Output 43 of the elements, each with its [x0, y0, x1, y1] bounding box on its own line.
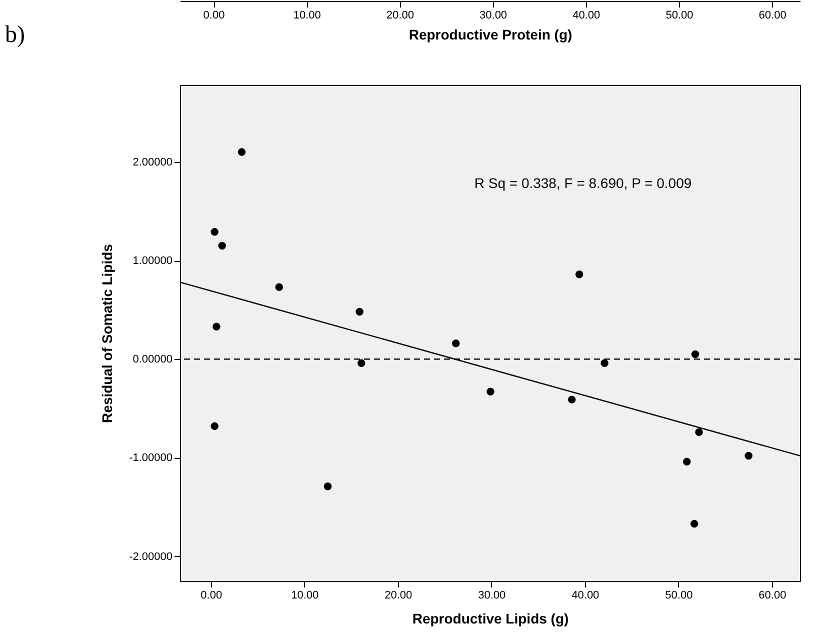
point	[691, 350, 700, 358]
annotation: R Sq = 0.338, F = 8.690, P = 0.009	[474, 175, 692, 192]
point	[744, 452, 752, 460]
point	[575, 270, 584, 278]
x-tick-label: 10.00	[291, 590, 319, 602]
x-tick-label: 60.00	[758, 590, 786, 602]
x-tick-label: 30.00	[478, 590, 506, 602]
x2-tick-label: 30.00	[480, 10, 508, 22]
point	[212, 322, 220, 330]
text: b)	[5, 22, 25, 48]
x2-tick-label: 60.00	[758, 10, 786, 22]
x2-tick-label: 10.00	[293, 10, 321, 22]
x-tick-label: 40.00	[572, 590, 600, 602]
point	[568, 396, 576, 404]
x2-tick-label: 20.00	[386, 10, 414, 22]
point	[486, 388, 494, 396]
point	[358, 359, 366, 367]
point	[275, 283, 283, 292]
x2-tick-label: 50.00	[666, 10, 694, 22]
point	[600, 359, 608, 367]
point	[210, 228, 218, 236]
point	[690, 520, 698, 528]
point	[324, 482, 332, 490]
point	[356, 308, 364, 316]
y-axis-title: Residual of Somatic Lipids	[99, 244, 116, 423]
y-tick-label: -1.00000	[129, 452, 172, 464]
point	[210, 422, 218, 430]
point	[238, 148, 246, 156]
x-tick-label: 50.00	[665, 590, 693, 602]
y-tick-label: 0.00000	[132, 354, 172, 366]
y-tick-label: 2.00000	[132, 156, 172, 168]
y-tick-label: -2.00000	[129, 550, 172, 563]
x2-axis-title: Reproductive Protein (g)	[408, 26, 572, 42]
x-tick-label: 0.00	[200, 590, 222, 602]
x-axis-title: Reproductive Lipids (g)	[412, 610, 569, 626]
point	[695, 428, 703, 436]
y-tick-label: 1.00000	[132, 255, 172, 268]
point	[452, 339, 460, 348]
x2-tick-label: 40.00	[572, 10, 600, 22]
x2-tick-label: 0.00	[203, 10, 225, 22]
point	[218, 242, 226, 250]
point	[682, 458, 691, 466]
x-tick-label: 20.00	[384, 590, 412, 602]
